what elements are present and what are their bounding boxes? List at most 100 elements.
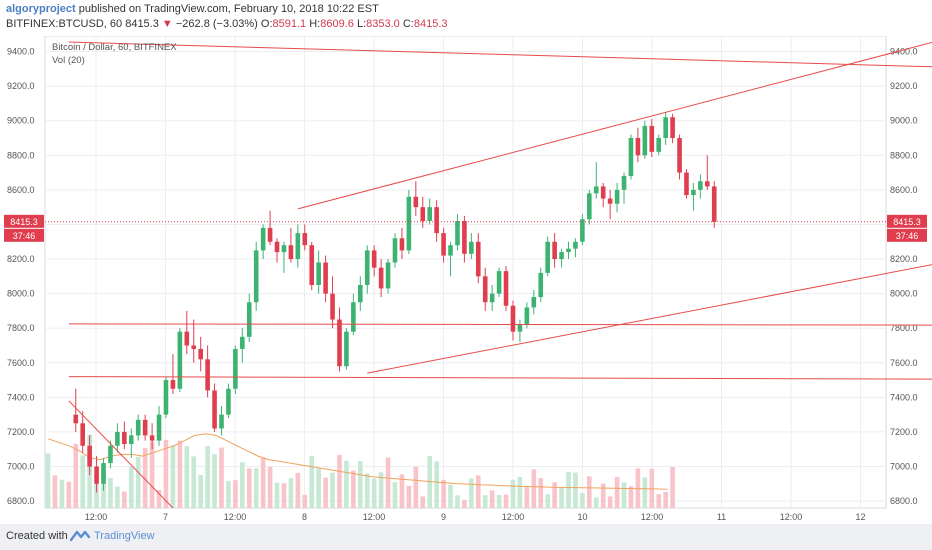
- y-tick-label-left: 7200.0: [7, 427, 35, 437]
- candle-body: [600, 186, 606, 199]
- candle-body: [566, 248, 571, 253]
- y-tick-label-right: 7400.0: [890, 392, 918, 402]
- volume-bar: [330, 472, 335, 508]
- chart-grid: [44, 35, 887, 509]
- volume-bar: [309, 455, 315, 508]
- x-tick-label: 12:00: [224, 512, 247, 522]
- candle-body: [677, 138, 682, 173]
- volume-bar: [240, 462, 245, 508]
- trendlines: [45, 41, 932, 509]
- candle-body: [205, 359, 210, 391]
- x-tick-label: 12:00: [85, 512, 108, 522]
- trendline: [68, 323, 932, 326]
- y-tick-label-right: 7200.0: [890, 427, 918, 437]
- price-badge-right: [887, 214, 927, 228]
- candle-body: [399, 238, 405, 251]
- candle-body: [469, 241, 474, 254]
- volume-bar: [469, 478, 474, 508]
- y-tick-label-left: 7400.0: [7, 392, 35, 402]
- volume-ma-line: [47, 433, 668, 490]
- open-value: 8591.1: [272, 18, 307, 30]
- volume-bar: [600, 483, 606, 508]
- volume-bar: [177, 440, 183, 508]
- volume-bar: [475, 475, 481, 508]
- y-tick-label-left: 8000.0: [7, 289, 35, 299]
- volume-bar: [656, 494, 662, 508]
- candle-body: [378, 267, 384, 289]
- quote-line: BITFINEX:BTCUSD, 60 8415.3 ▼ −262.8 (−3.…: [6, 18, 448, 30]
- candle-body: [656, 138, 662, 152]
- x-tick-label: 12:00: [641, 512, 664, 522]
- volume-bar: [170, 445, 176, 508]
- candle-body: [344, 331, 349, 367]
- volume-bar: [482, 495, 488, 508]
- candle-body: [260, 227, 266, 251]
- y-tick-label-right: 8200.0: [890, 254, 918, 264]
- candle-body: [482, 276, 488, 303]
- high-label: H:: [309, 18, 321, 30]
- symbol: BITFINEX:BTCUSD, 60: [6, 18, 123, 30]
- volume-bar: [524, 486, 530, 508]
- price-badge-text-left: 8415.3: [10, 217, 38, 227]
- candle-body: [122, 431, 127, 445]
- tradingview-logo-icon[interactable]: [70, 529, 90, 543]
- volume-bars: [45, 433, 675, 508]
- volume-bar: [503, 494, 509, 508]
- volume-bar: [267, 466, 273, 508]
- volume-bar: [184, 446, 190, 508]
- trendline: [68, 376, 932, 380]
- author-link[interactable]: algoryproject: [6, 3, 76, 15]
- candle-body: [475, 241, 481, 277]
- y-tick-label-right: 8600.0: [890, 185, 918, 195]
- candle-body: [274, 241, 280, 253]
- candle-body: [649, 125, 655, 152]
- candle-body: [545, 241, 550, 273]
- volume-bar: [663, 492, 668, 508]
- candle-body: [149, 435, 155, 441]
- candle-body: [240, 336, 245, 349]
- open-label: O:: [260, 18, 273, 30]
- volume-bar: [219, 447, 224, 508]
- volume-bar: [420, 496, 426, 508]
- y-tick-label-left: 9200.0: [7, 81, 35, 91]
- x-tick-label: 11: [717, 512, 726, 522]
- candle-body: [538, 272, 544, 298]
- volume-bar: [670, 466, 675, 508]
- volume-bar: [517, 476, 523, 508]
- y-axis-right: 6800.0 7000.0 7200.0 7400.0 7600.0 7800.0 8000…: [890, 47, 918, 507]
- candle-body: [115, 431, 120, 446]
- volume-bar: [344, 460, 349, 508]
- candle-body: [462, 220, 467, 254]
- candle-body: [267, 227, 273, 242]
- tradingview-link[interactable]: TradingView: [94, 530, 155, 542]
- candle-body: [607, 198, 613, 204]
- volume-bar: [108, 477, 113, 508]
- change: −262.8 (−3.03%): [175, 18, 258, 30]
- candle-body: [80, 423, 85, 446]
- candle-body: [184, 331, 190, 346]
- low-value: 8353.0: [366, 18, 400, 30]
- x-tick-label: 12:00: [363, 512, 386, 522]
- candle-body: [309, 245, 315, 285]
- candle-body: [670, 117, 675, 139]
- y-tick-label-left: 7000.0: [7, 462, 35, 472]
- footer-bar: Created with TradingView: [0, 524, 932, 550]
- volume-bar: [392, 482, 398, 508]
- candle-body: [94, 466, 99, 484]
- candle-body: [198, 348, 203, 360]
- candle-body: [573, 241, 578, 249]
- volume-bar: [587, 476, 592, 508]
- candle-body: [281, 245, 287, 253]
- volume-bar: [163, 439, 169, 508]
- volume-bar: [593, 497, 599, 508]
- candle-body: [642, 125, 648, 156]
- volume-bar: [573, 472, 578, 508]
- volume-bar: [233, 480, 238, 508]
- candle-body: [253, 250, 259, 303]
- candle-body: [503, 271, 509, 306]
- candle-body: [711, 186, 717, 222]
- volume-bar: [559, 487, 564, 508]
- candle-body: [496, 271, 502, 294]
- price-chart[interactable]: 12:00 7 12:00 8 12:00 9 12:00 10 12:00 11 12:00 12 …: [0, 0, 932, 524]
- candle-body: [635, 138, 641, 156]
